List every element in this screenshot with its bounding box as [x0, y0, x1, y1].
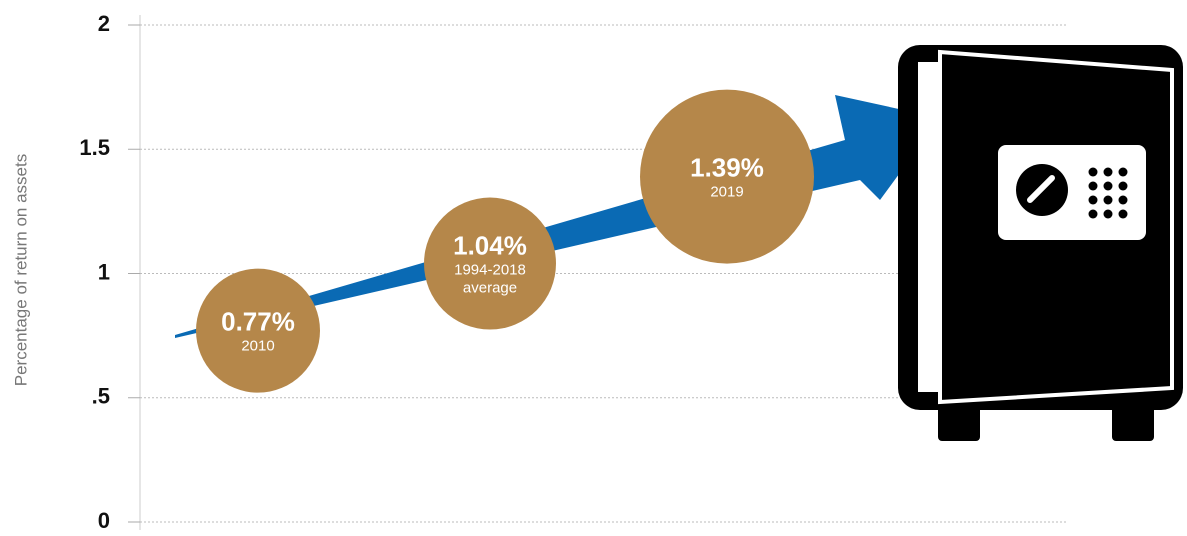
- y-tick-label: 2: [98, 11, 110, 36]
- bubble: [196, 268, 320, 393]
- value-label: 1.39%: [690, 152, 764, 183]
- bubble: [640, 89, 814, 264]
- y-tick-label: .5: [92, 384, 110, 409]
- y-tick-label: 1.5: [79, 135, 110, 160]
- value-label: 0.77%: [221, 306, 295, 337]
- bubble-label: 1.04% 1994-2018 average: [435, 230, 545, 297]
- y-tick-label: 0: [98, 508, 110, 533]
- safe-icon: [898, 45, 1183, 441]
- category-label: 1994-2018 average: [454, 261, 526, 297]
- category-label: 2019: [710, 183, 744, 201]
- bubble-label: 1.39% 2019: [672, 152, 782, 201]
- y-tick-label: 1: [98, 259, 110, 284]
- bubble: [424, 197, 556, 330]
- category-label: 2010: [241, 337, 275, 355]
- y-axis-label: Percentage of return on assets: [11, 154, 30, 386]
- bubble-label: 0.77% 2010: [203, 306, 313, 355]
- value-label: 1.04%: [453, 230, 527, 261]
